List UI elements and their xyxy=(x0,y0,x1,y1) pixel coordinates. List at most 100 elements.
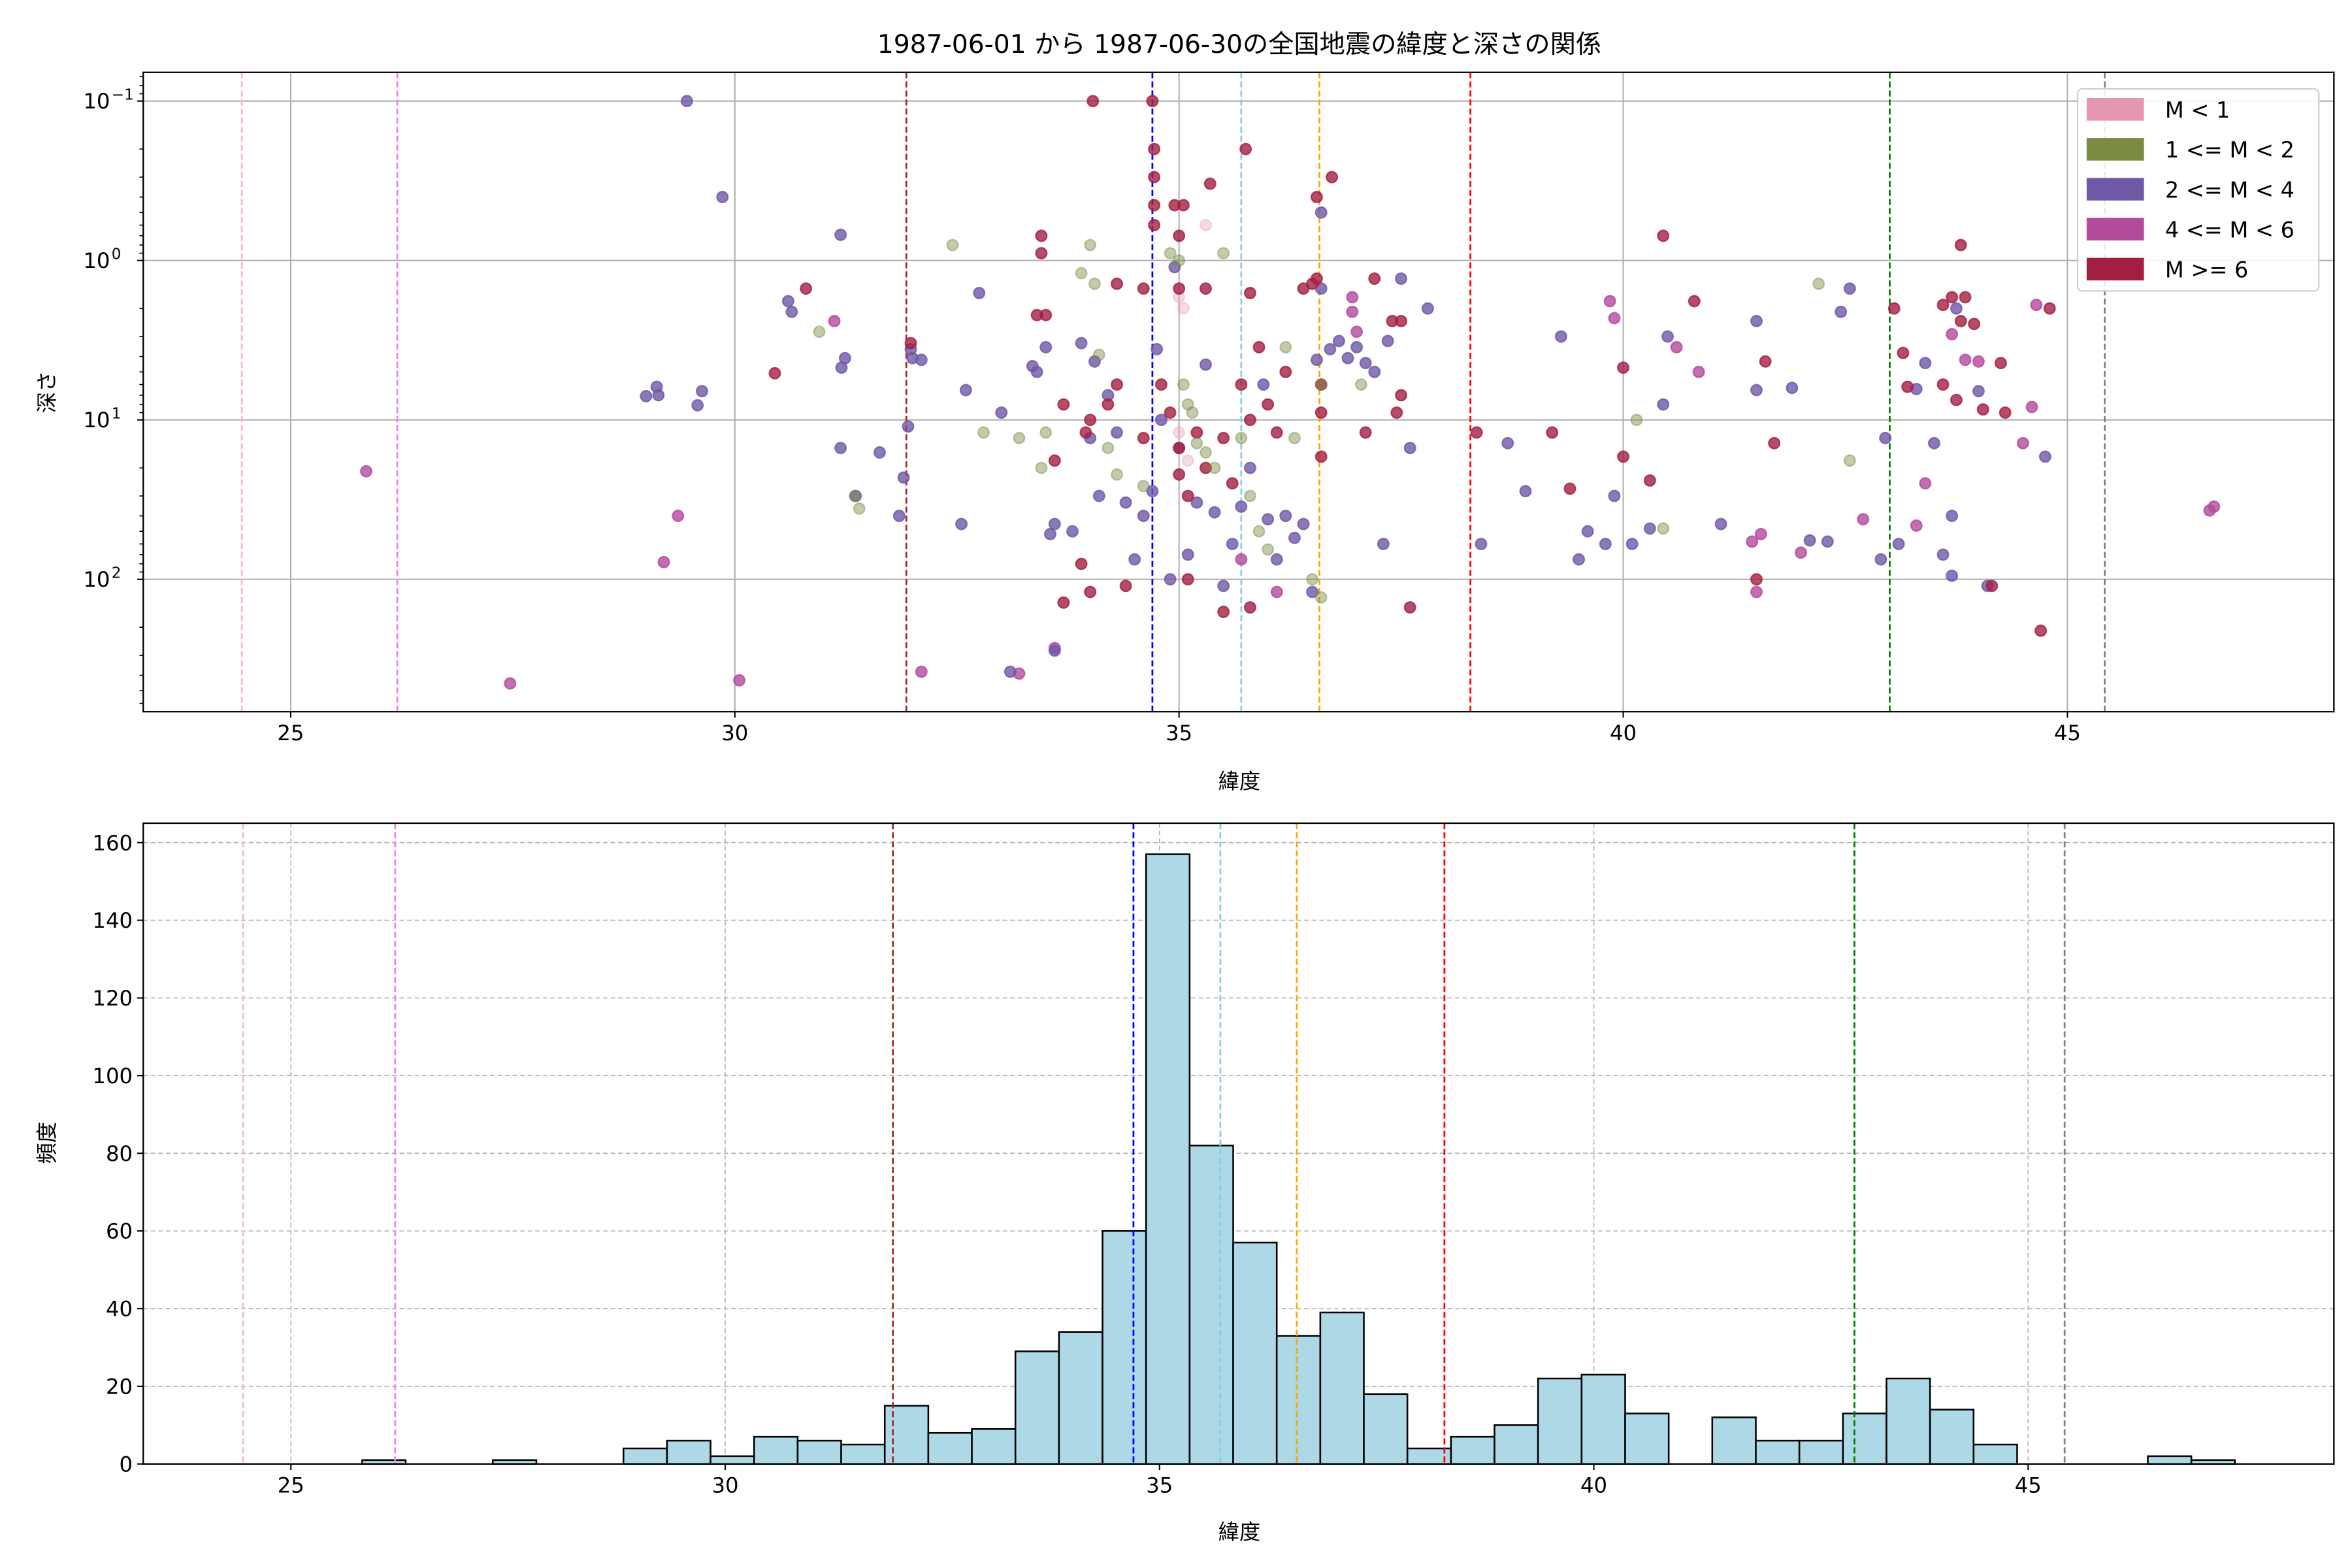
scatter-point xyxy=(1039,340,1053,353)
histogram-bar xyxy=(1886,1377,1931,1465)
histogram-bar xyxy=(1275,1335,1322,1465)
scatter-point xyxy=(691,399,704,412)
scatter-point xyxy=(1897,346,1910,359)
histogram-bar xyxy=(1058,1331,1103,1465)
scatter-point xyxy=(1181,548,1194,561)
histogram-bar xyxy=(796,1439,842,1465)
scatter-point xyxy=(1657,229,1670,242)
scatter-point xyxy=(1395,389,1408,402)
scatter-point xyxy=(834,228,847,241)
scatter-point xyxy=(1270,553,1283,566)
legend-label: 2 <= M < 4 xyxy=(2165,177,2295,203)
scatter-point xyxy=(1146,95,1159,108)
scatter-point xyxy=(1315,206,1328,219)
scatter-point xyxy=(1084,238,1097,252)
y-tick-base: 10 xyxy=(83,89,110,114)
scatter-point xyxy=(1279,365,1292,378)
scatter-point xyxy=(1030,308,1043,321)
histogram-bar xyxy=(1494,1424,1539,1465)
scatter-point xyxy=(1088,355,1101,368)
scatter-point xyxy=(1315,378,1328,391)
scatter-point xyxy=(1350,325,1364,338)
scatter-point xyxy=(716,191,729,204)
scatter-point xyxy=(1243,489,1256,502)
scatter-point xyxy=(1035,229,1048,242)
scatter-point xyxy=(1368,272,1381,285)
scatter-point xyxy=(1262,398,1275,411)
scatter-point xyxy=(1288,531,1301,544)
scatter-point xyxy=(1395,272,1408,285)
scatter-point xyxy=(955,517,968,531)
scatter-point xyxy=(1310,353,1323,367)
scatter-point xyxy=(1306,585,1319,598)
y-tick-label: 0 xyxy=(120,1452,133,1477)
scatter-point xyxy=(1936,548,1950,561)
scatter-point xyxy=(1203,177,1217,190)
scatter-point xyxy=(1148,219,1161,232)
scatter-point xyxy=(1919,477,1932,490)
scatter-point xyxy=(1750,573,1763,586)
scatter-point xyxy=(1346,291,1359,304)
scatter-point xyxy=(1315,450,1328,463)
scatter-point xyxy=(849,489,862,502)
scatter-point xyxy=(1013,432,1026,444)
scatter-point xyxy=(1359,357,1372,370)
legend-label: 4 <= M < 6 xyxy=(2165,217,2295,242)
y-tick-label: 120 xyxy=(92,986,133,1011)
histogram-bar xyxy=(1145,853,1191,1465)
scatter-point xyxy=(1164,573,1177,586)
scatter-point xyxy=(1470,426,1483,439)
histogram-bar xyxy=(2147,1455,2193,1465)
x-tick-label: 30 xyxy=(711,1473,738,1498)
scatter-point xyxy=(1786,382,1799,395)
scatter-point xyxy=(1111,378,1123,391)
scatter-point xyxy=(1843,282,1856,295)
scatter-point xyxy=(1164,247,1177,259)
scatter-point xyxy=(1137,510,1150,523)
scatter-point xyxy=(915,353,928,367)
scatter-point xyxy=(2030,299,2043,312)
scatter-point xyxy=(1315,591,1328,604)
scatter-point xyxy=(768,367,781,380)
scatter-point xyxy=(1066,525,1079,538)
scatter-point xyxy=(1168,261,1181,274)
scatter-point xyxy=(1252,340,1266,353)
x-tick-label: 30 xyxy=(721,721,748,745)
scatter-point xyxy=(1257,378,1270,391)
histogram-bar xyxy=(1711,1416,1757,1465)
scatter-point xyxy=(1946,569,1959,582)
scatter-point xyxy=(1119,496,1132,509)
scatter-point xyxy=(1910,519,1923,532)
scatter-point xyxy=(1887,302,1901,315)
scatter-point xyxy=(1075,267,1088,280)
scatter-point xyxy=(1617,361,1629,374)
scatter-point xyxy=(1803,534,1816,547)
histogram-bar xyxy=(1798,1439,1844,1465)
scatter-point xyxy=(1954,238,1967,252)
scatter-point xyxy=(828,315,841,327)
histogram-bar xyxy=(927,1431,973,1465)
scatter-point xyxy=(1148,199,1161,212)
scatter-point xyxy=(1657,522,1670,535)
scatter-point xyxy=(1630,414,1643,427)
x-tick-label: 35 xyxy=(1166,721,1192,745)
scatter-point xyxy=(1111,468,1123,481)
scatter-point xyxy=(1177,378,1190,391)
scatter-point xyxy=(2025,400,2038,414)
scatter-point xyxy=(1573,553,1586,566)
scatter-point xyxy=(1057,596,1070,609)
scatter-point xyxy=(946,238,959,252)
scatter-point xyxy=(1692,365,1705,378)
histogram-bar xyxy=(1188,1145,1234,1465)
scatter-point xyxy=(873,446,886,459)
legend-label: M < 1 xyxy=(2165,97,2230,123)
histogram-bar xyxy=(1232,1241,1278,1465)
scatter-point xyxy=(1119,580,1132,593)
scatter-point xyxy=(1795,546,1807,559)
chart-title: 1987-06-01 から 1987-06-30の全国地震の緯度と深さの関係 xyxy=(877,30,1601,59)
legend-swatch xyxy=(2086,98,2144,121)
scatter-point xyxy=(1177,199,1190,212)
scatter-point xyxy=(1950,302,1963,315)
scatter-point xyxy=(1985,580,1999,593)
